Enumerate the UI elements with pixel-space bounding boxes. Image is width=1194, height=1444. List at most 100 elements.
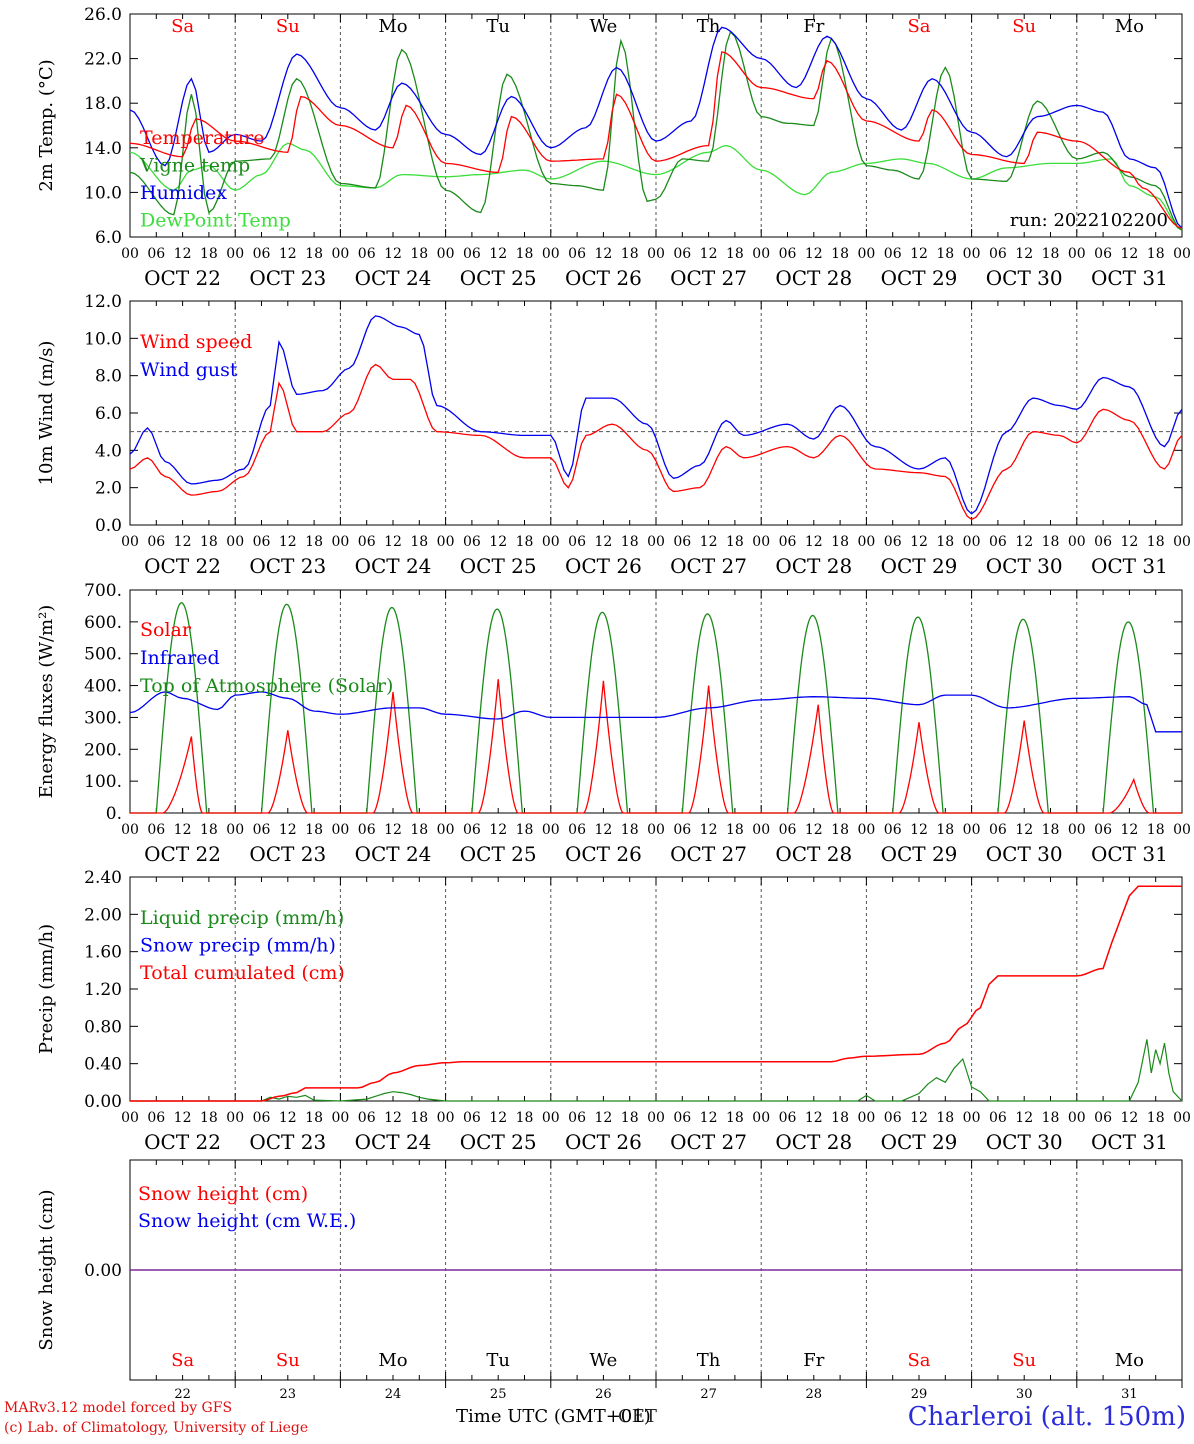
x-hour-label: 18 <box>936 822 954 838</box>
x-hour-label: 06 <box>253 246 271 262</box>
y-tick-label: 700. <box>84 581 122 601</box>
y-tick-label: 1.20 <box>84 980 122 1000</box>
x-date-label: OCT 27 <box>670 842 747 866</box>
x-hour-label: 12 <box>910 822 928 838</box>
y-tick-label: 10.0 <box>84 329 122 349</box>
x-hour-label: 12 <box>489 246 507 262</box>
x-hour-label: 00 <box>963 822 981 838</box>
temp-series-line <box>129 30 1183 231</box>
panel-frame <box>129 300 1183 526</box>
x-hour-label: 00 <box>331 534 349 550</box>
y-tick-label: 2.40 <box>84 868 122 888</box>
day-number-label: 22 <box>174 1387 191 1402</box>
x-date-label: OCT 31 <box>1091 266 1168 290</box>
x-hour-label: 00 <box>226 246 244 262</box>
day-number-label: 30 <box>1016 1387 1033 1402</box>
x-hour-label: 12 <box>279 246 297 262</box>
x-hour-label: 06 <box>779 534 797 550</box>
x-hour-label: 06 <box>253 534 271 550</box>
x-date-label: OCT 22 <box>144 266 221 290</box>
y-tick-label: 300. <box>84 708 122 728</box>
day-number-label: 28 <box>806 1387 823 1402</box>
day-number-label: 29 <box>911 1387 928 1402</box>
y-tick-label: 2.0 <box>95 479 122 499</box>
y-axis-label: Precip (mm/h) <box>36 924 57 1054</box>
x-hour-label: 12 <box>594 246 612 262</box>
panel-1: 2m Temp. (°C) 6.0 10.0 14.0 18.0 22.0 26.0 00 06… <box>36 5 1191 290</box>
x-hour-label: 00 <box>542 534 560 550</box>
x-hour-label: 12 <box>279 822 297 838</box>
x-hour-label: 18 <box>621 1110 639 1126</box>
x-hour-label: 12 <box>489 534 507 550</box>
y-tick-label: 2.00 <box>84 905 122 925</box>
x-hour-label: 18 <box>936 1110 954 1126</box>
x-hour-label: 18 <box>200 822 218 838</box>
y-tick-label: 18.0 <box>84 94 122 114</box>
y-tick-label: 100. <box>84 772 122 792</box>
x-hour-label: 18 <box>1042 1110 1060 1126</box>
x-hour-label: 12 <box>910 1110 928 1126</box>
x-hour-label: 00 <box>437 534 455 550</box>
x-hour-label: 18 <box>831 534 849 550</box>
x-hour-label: 06 <box>884 534 902 550</box>
x-hour-label: 12 <box>174 822 192 838</box>
x-hour-label: 18 <box>936 246 954 262</box>
x-hour-label: 06 <box>358 1110 376 1126</box>
x-hour-label: 00 <box>1068 534 1086 550</box>
x-hour-label: 00 <box>1173 534 1191 550</box>
x-hour-label: 00 <box>437 246 455 262</box>
x-hour-label: 12 <box>384 246 402 262</box>
legend-entry: Snow precip (mm/h) <box>140 935 336 957</box>
x-hour-label: 06 <box>884 246 902 262</box>
x-hour-label: 00 <box>752 534 770 550</box>
x-date-label: OCT 31 <box>1091 554 1168 578</box>
legend-entry: DewPoint Temp <box>140 210 291 232</box>
day-number-label: 31 <box>1121 1387 1138 1402</box>
x-hour-label: 06 <box>989 822 1007 838</box>
panel-3: Energy fluxes (W/m²) 0. 100. 200. 300. 400. 50… <box>36 581 1191 866</box>
y-tick-label: 500. <box>84 645 122 665</box>
x-hour-label: 00 <box>331 1110 349 1126</box>
day-name-label: Fr <box>803 16 824 37</box>
x-hour-label: 06 <box>463 822 481 838</box>
legend-entry: Solar <box>140 619 192 641</box>
x-hour-label: 12 <box>700 822 718 838</box>
day-name-label: Mo <box>1115 1350 1144 1371</box>
x-hour-label: 00 <box>647 1110 665 1126</box>
x-hour-label: 12 <box>1015 534 1033 550</box>
panel-frame <box>129 13 1183 238</box>
x-hour-label: 12 <box>910 534 928 550</box>
y-tick-label: 1.60 <box>84 943 122 963</box>
y-tick-label: 4.0 <box>95 441 122 461</box>
x-date-label: OCT 26 <box>565 1130 642 1154</box>
x-hour-label: 12 <box>1120 246 1138 262</box>
x-hour-label: 06 <box>884 822 902 838</box>
x-date-label: OCT 29 <box>881 842 958 866</box>
y-axis-label: 10m Wind (m/s) <box>36 341 57 486</box>
x-hour-label: 12 <box>594 822 612 838</box>
wind-series-line <box>129 363 1183 521</box>
y-tick-label: 14.0 <box>84 139 122 159</box>
x-hour-label: 00 <box>647 822 665 838</box>
x-hour-label: 06 <box>673 534 691 550</box>
y-axis-label: Snow height (cm) <box>36 1189 57 1350</box>
x-axis-title-overlay: CET <box>618 1406 657 1427</box>
x-date-label: OCT 30 <box>986 266 1063 290</box>
x-hour-label: 06 <box>147 822 165 838</box>
x-hour-label: 00 <box>1068 1110 1086 1126</box>
x-date-label: OCT 31 <box>1091 1130 1168 1154</box>
legend-entry: Vigne temp <box>139 155 250 177</box>
x-date-label: OCT 23 <box>249 1130 326 1154</box>
x-hour-label: 18 <box>516 822 534 838</box>
x-hour-label: 00 <box>963 534 981 550</box>
y-tick-label: 12.0 <box>84 292 122 312</box>
x-hour-label: 00 <box>121 246 139 262</box>
day-name-label: Mo <box>1115 16 1144 37</box>
x-hour-label: 00 <box>752 1110 770 1126</box>
y-tick-label: 22.0 <box>84 50 122 70</box>
x-date-label: OCT 23 <box>249 554 326 578</box>
x-hour-label: 18 <box>200 534 218 550</box>
day-name-label: Th <box>697 16 721 37</box>
panel-2: 10m Wind (m/s) 0.0 2.0 4.0 6.0 8.0 10.0 12.0 00 0… <box>36 292 1191 578</box>
